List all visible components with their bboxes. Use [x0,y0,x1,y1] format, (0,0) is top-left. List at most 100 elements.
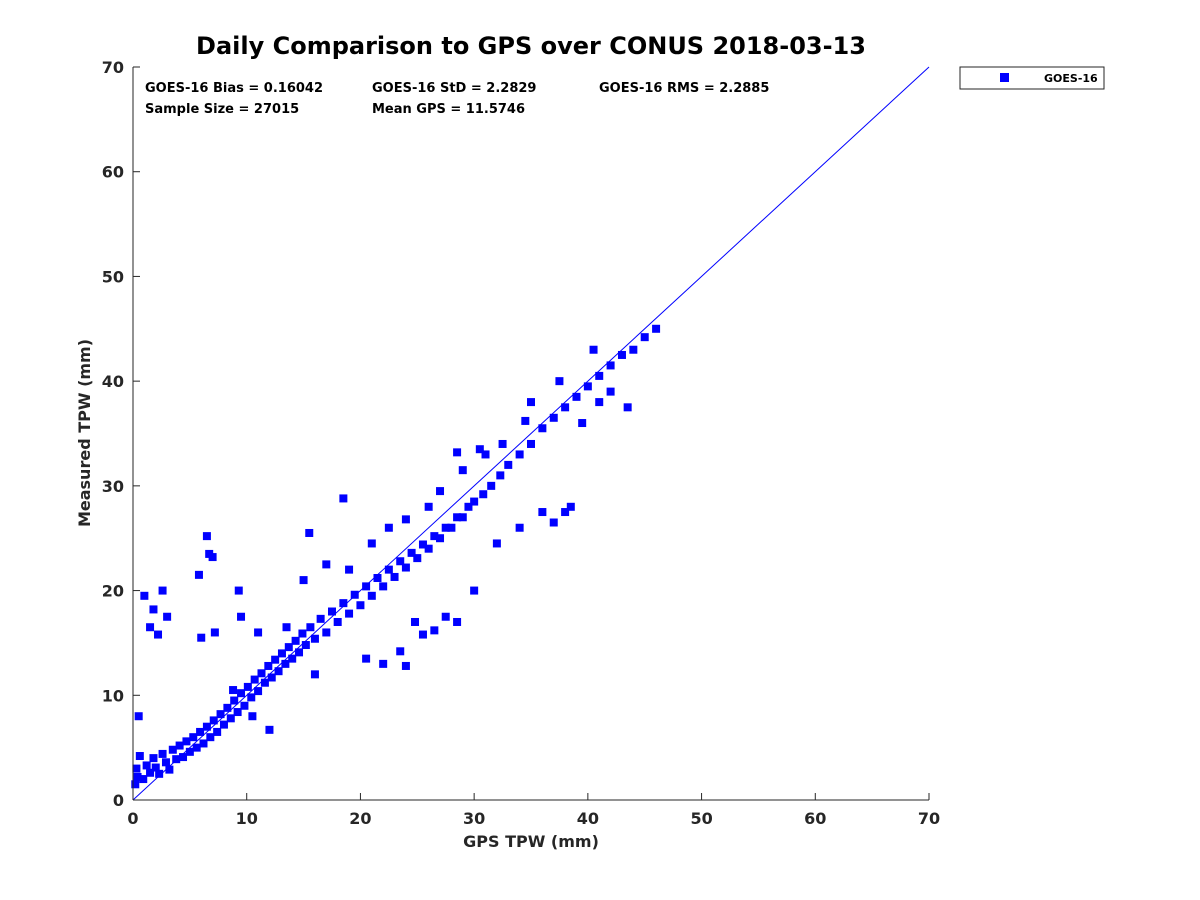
y-tick-label: 20 [102,582,124,601]
data-point [470,586,479,595]
data-point [464,502,473,511]
data-point [339,494,348,503]
data-point [367,539,376,548]
data-point [257,669,266,678]
data-point [328,607,336,616]
data-point [441,523,450,532]
stat-sample-size: Sample Size = 27015 [145,102,299,117]
data-point [213,727,222,736]
data-point [521,416,530,425]
data-point [230,696,239,705]
data-point [254,687,263,696]
data-point [379,582,388,591]
data-point [133,772,142,781]
data-point [362,582,371,591]
data-point [277,649,286,658]
data-point [430,532,439,541]
data-point [134,712,143,721]
data-point [492,539,501,548]
data-point [453,448,462,457]
data-point [424,544,433,553]
y-tick-label: 60 [102,163,124,182]
data-point [418,540,427,549]
data-point [163,612,172,621]
data-point [401,515,410,524]
data-point [281,659,290,668]
data-point [475,445,484,454]
data-point [316,614,325,623]
data-point [219,720,228,729]
data-point [197,633,206,642]
y-tick-label: 0 [113,791,124,810]
legend-label: GOES-16 [1044,72,1098,85]
data-point [453,617,462,626]
data-point [373,574,382,583]
data-point [595,398,604,407]
x-tick-label: 0 [127,809,138,828]
data-point [149,605,158,614]
data-point [254,628,263,637]
data-point [350,590,359,599]
data-point [299,576,308,585]
data-point [142,761,151,770]
data-point [196,727,205,736]
data-point [161,758,170,767]
data-point [595,371,604,380]
data-point [424,502,433,511]
data-point [379,659,388,668]
data-point [345,609,354,618]
data-point [248,712,257,721]
data-point [306,623,315,632]
data-point [345,565,354,574]
data-point [202,722,211,731]
legend-box [959,66,1105,90]
axes [132,67,929,801]
data-point [549,518,558,527]
y-tick-label: 40 [102,372,124,391]
data-point [240,701,249,710]
data-point [310,634,319,643]
data-point [206,733,215,742]
data-point [617,350,626,359]
one-to-one-line [132,66,930,801]
x-tick-label: 70 [918,809,940,828]
data-point [384,523,393,532]
data-point [623,403,632,412]
data-point [396,647,405,656]
data-point [172,755,181,764]
data-point [561,403,570,412]
data-point [310,670,319,679]
data-point [237,689,246,698]
x-axis-label: GPS TPW (mm) [463,832,599,851]
data-point [216,710,225,719]
data-point [515,523,524,532]
data-point [158,749,167,758]
stat-bias: GOES-16 Bias = 0.16042 [145,81,323,96]
data-point [487,481,496,490]
stat-std: GOES-16 StD = 2.2829 [372,81,536,96]
data-point [234,586,243,595]
data-point [135,752,144,761]
data-point [250,675,259,684]
data-point [291,636,300,645]
data-point [165,765,174,774]
data-point [504,460,513,469]
data-point [322,560,331,569]
data-point [154,630,163,639]
x-ticks: 0 10 20 30 40 50 60 70 [127,793,940,828]
data-point [202,532,211,541]
data-point [226,714,235,723]
data-point [237,612,246,621]
chart-title: Daily Comparison to GPS over CONUS 2018-… [196,32,866,60]
data-point [453,513,462,522]
data-point [413,554,422,563]
data-point [146,768,155,777]
data-point [538,508,547,517]
data-point [583,382,592,391]
data-point [243,682,252,691]
data-point [179,753,188,762]
data-point [566,502,575,511]
data-point [436,487,445,496]
x-tick-label: 20 [349,809,371,828]
data-point [640,333,649,342]
